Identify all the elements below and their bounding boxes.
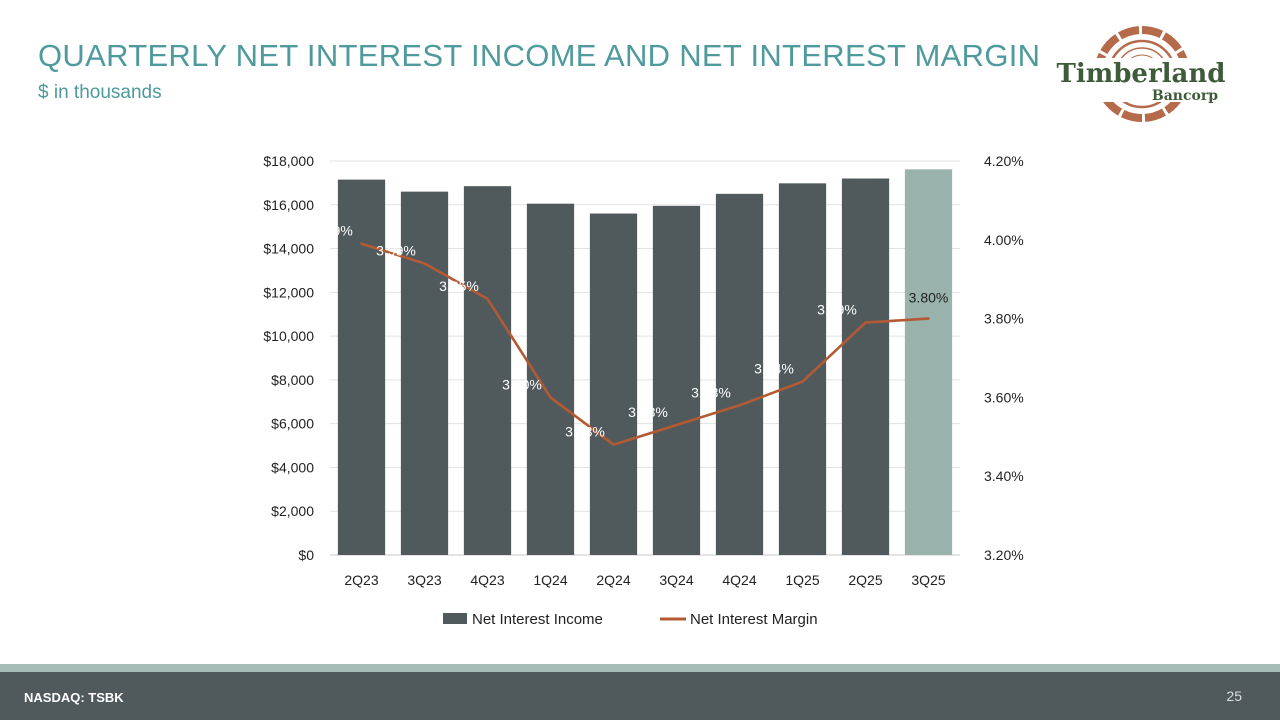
ticker-label: NASDAQ: TSBK (24, 690, 124, 705)
bar-4Q24 (715, 193, 764, 556)
logo-sub: Bancorp (1152, 88, 1218, 104)
margin-line (360, 242, 930, 446)
x-axis-tick-label: 4Q23 (470, 572, 504, 588)
legend: Net Interest Income Net Interest Margin (443, 611, 818, 628)
left-axis-tick-label: $16,000 (263, 197, 314, 213)
page-subtitle: $ in thousands (38, 82, 162, 103)
x-axis-tick-label: 2Q25 (848, 572, 882, 588)
data-labels: 3.99% 3.99% 3.85% 3.60% 3.48% 3.53% 3.58% 3.64%… (313, 223, 948, 440)
left-axis-tick-label: $6,000 (271, 416, 314, 432)
left-axis-tick-label: $10,000 (263, 328, 314, 344)
x-axis-tick-label: 1Q24 (533, 572, 567, 588)
bar-2Q25 (841, 178, 890, 555)
margin-data-label-2Q24: 3.48% (565, 424, 605, 440)
x-axis-tick-label: 3Q25 (911, 572, 945, 588)
x-axis-tick-label: 3Q23 (407, 572, 441, 588)
legend-bar-swatch (443, 613, 467, 624)
right-axis-tick-label: 4.20% (984, 153, 1024, 169)
x-axis-tick-label: 1Q25 (785, 572, 819, 588)
x-axis-tick-label: 4Q24 (722, 572, 756, 588)
right-axis-tick-label: 3.20% (984, 547, 1024, 563)
bar-1Q25 (778, 183, 827, 555)
margin-data-label-1Q25: 3.64% (754, 361, 794, 377)
bar-series-net-interest-income (337, 169, 953, 556)
bar-2Q23 (337, 179, 386, 555)
page-number: 25 (1226, 688, 1242, 704)
left-axis-tick-label: $18,000 (263, 153, 314, 169)
footer-accent-band (0, 664, 1280, 672)
left-axis-tick-label: $8,000 (271, 372, 314, 388)
left-axis-tick-label: $0 (298, 547, 314, 563)
bar-3Q23 (400, 191, 449, 555)
margin-data-label-3Q23: 3.99% (376, 242, 416, 258)
legend-label-nii: Net Interest Income (472, 611, 603, 628)
left-axis-tick-label: $4,000 (271, 459, 314, 475)
right-axis-tick-label: 3.40% (984, 468, 1024, 484)
logo-name: Timberland (1057, 59, 1226, 89)
footer-bar: NASDAQ: TSBK 25 (0, 672, 1280, 720)
bar-3Q25 (904, 169, 953, 555)
bar-1Q24 (526, 203, 575, 555)
margin-data-label-2Q23: 3.99% (313, 223, 353, 239)
x-axis-tick-label: 2Q23 (344, 572, 378, 588)
margin-data-label-4Q24: 3.58% (691, 384, 731, 400)
page-title: QUARTERLY NET INTEREST INCOME AND NET IN… (38, 38, 1041, 73)
left-axis-tick-label: $2,000 (271, 503, 314, 519)
margin-data-label-3Q25: 3.80% (909, 290, 949, 306)
x-axis-tick-label: 2Q24 (596, 572, 630, 588)
axes: $0 $2,000 $4,000 $6,000 $8,000 $10,000 $12,000… (263, 153, 1023, 588)
timberland-logo: Timberland Bancorp (1054, 26, 1230, 122)
nii-nim-chart: 3.99% 3.99% 3.85% 3.60% 3.48% 3.53% 3.58% 3.64%… (263, 153, 1023, 628)
logo-rings-icon (1054, 26, 1230, 122)
margin-data-label-1Q24: 3.60% (502, 376, 542, 392)
left-axis-tick-label: $14,000 (263, 241, 314, 257)
legend-label-nim: Net Interest Margin (690, 611, 818, 628)
margin-data-label-3Q24: 3.53% (628, 404, 668, 420)
x-axis-tick-label: 3Q24 (659, 572, 693, 588)
bar-2Q24 (589, 213, 638, 556)
left-axis-tick-label: $12,000 (263, 284, 314, 300)
right-axis-tick-label: 3.60% (984, 389, 1024, 405)
margin-data-label-2Q25: 3.79% (817, 302, 857, 318)
bar-4Q23 (463, 186, 512, 555)
right-axis-tick-label: 3.80% (984, 311, 1024, 327)
right-axis-tick-label: 4.00% (984, 232, 1024, 248)
line-series-net-interest-margin (360, 242, 930, 446)
margin-data-label-4Q23: 3.85% (439, 278, 479, 294)
bar-3Q24 (652, 205, 701, 555)
